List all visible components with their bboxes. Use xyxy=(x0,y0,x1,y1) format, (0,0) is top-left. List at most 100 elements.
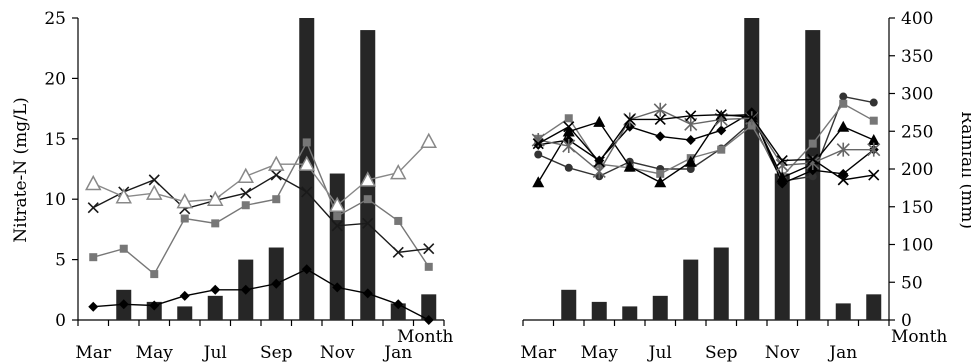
data-point xyxy=(240,187,252,199)
rainfall-bar xyxy=(652,295,668,320)
data-point xyxy=(272,195,281,204)
right-y2-axis-title: Rainfall (mm) xyxy=(957,111,971,229)
y-tick-label: 10 xyxy=(44,190,66,210)
data-point xyxy=(654,176,667,188)
data-point xyxy=(534,150,543,159)
data-point xyxy=(420,132,438,148)
x-tick-label: May xyxy=(136,343,174,363)
data-point xyxy=(868,169,880,181)
data-point xyxy=(328,196,346,212)
left-x-ticks: Mar May Jul Sep Nov Jan xyxy=(75,320,445,363)
left-series-4 xyxy=(84,132,438,212)
data-point xyxy=(393,299,404,310)
left-nitrate-series xyxy=(84,132,438,325)
data-point xyxy=(807,153,819,165)
rainfall-bar xyxy=(177,306,193,320)
series-line xyxy=(92,174,429,254)
data-point xyxy=(685,110,697,122)
data-point xyxy=(869,98,878,107)
data-point xyxy=(839,92,848,101)
data-point xyxy=(532,138,544,150)
left-y-axis-title: Nitrate-N (mg/L) xyxy=(11,97,31,243)
data-point xyxy=(424,262,433,271)
data-point xyxy=(180,214,189,223)
data-point xyxy=(592,164,606,179)
data-point xyxy=(363,195,372,204)
data-point xyxy=(176,193,194,209)
data-point xyxy=(332,282,343,293)
data-point xyxy=(836,142,850,157)
y-tick-label: 5 xyxy=(55,251,66,271)
data-point xyxy=(206,190,224,206)
data-point xyxy=(333,212,342,221)
data-point xyxy=(808,139,817,148)
left-series-2 xyxy=(89,138,433,279)
data-point xyxy=(839,99,848,108)
right-series-5 xyxy=(531,102,881,179)
data-point xyxy=(87,202,99,214)
data-point xyxy=(808,172,817,181)
rainfall-bar xyxy=(622,306,638,320)
data-point xyxy=(88,301,99,312)
rainfall-bar xyxy=(561,289,577,320)
left-y-ticks: 0 5 10 15 20 25 xyxy=(44,9,78,331)
y2-tick-label: 50 xyxy=(901,273,923,293)
data-point xyxy=(746,111,758,123)
x-tick-label: Jul xyxy=(647,343,672,363)
rainfall-bar xyxy=(329,173,345,320)
data-point xyxy=(777,178,788,189)
y-tick-label: 0 xyxy=(55,311,66,331)
data-point xyxy=(362,288,373,299)
data-point xyxy=(394,216,403,225)
right-x-axis-title: Month xyxy=(891,327,947,347)
x-tick-label: May xyxy=(581,343,619,363)
data-point xyxy=(593,156,605,168)
y-tick-label: 25 xyxy=(44,9,66,29)
y-tick-label: 15 xyxy=(44,130,66,150)
left-series-3 xyxy=(87,169,435,258)
rainfall-bar xyxy=(835,303,851,320)
data-point xyxy=(685,135,696,146)
left-series-1 xyxy=(88,264,434,325)
x-tick-label: Sep xyxy=(705,343,738,363)
data-point xyxy=(331,220,343,232)
data-point xyxy=(715,109,727,121)
data-point xyxy=(241,201,250,210)
data-point xyxy=(776,154,788,167)
data-point xyxy=(271,278,282,289)
y2-tick-label: 200 xyxy=(901,160,933,180)
series-line xyxy=(537,113,874,181)
data-point xyxy=(624,113,636,126)
series-line xyxy=(93,268,430,321)
data-point xyxy=(301,186,313,198)
data-point xyxy=(115,188,133,204)
data-point xyxy=(302,138,311,147)
x-tick-label: Jul xyxy=(202,343,227,363)
series-line xyxy=(92,140,430,207)
right-panel: 0 50 100 150 200 250 300 350 400 Mar May Jul Sep Nov… xyxy=(520,9,971,363)
data-point xyxy=(747,121,756,130)
right-series-3 xyxy=(532,108,880,188)
data-point xyxy=(423,243,435,255)
data-point xyxy=(564,163,573,172)
y2-tick-label: 100 xyxy=(901,236,933,256)
data-point xyxy=(84,174,102,191)
data-point xyxy=(150,270,159,279)
data-point xyxy=(118,299,129,310)
data-point xyxy=(656,169,665,178)
data-point xyxy=(655,131,666,142)
data-point xyxy=(807,165,818,176)
data-point xyxy=(562,139,576,154)
x-tick-label: Jan xyxy=(382,343,412,363)
data-point xyxy=(562,125,575,137)
rainfall-bar xyxy=(683,259,699,320)
data-point xyxy=(869,116,878,125)
rainfall-bar xyxy=(591,301,607,320)
data-point xyxy=(237,167,255,183)
data-point xyxy=(563,121,575,133)
rainfall-bar xyxy=(421,294,437,320)
data-point xyxy=(867,142,881,157)
data-point xyxy=(716,125,727,136)
y2-tick-label: 350 xyxy=(901,47,933,67)
data-point xyxy=(298,155,316,171)
